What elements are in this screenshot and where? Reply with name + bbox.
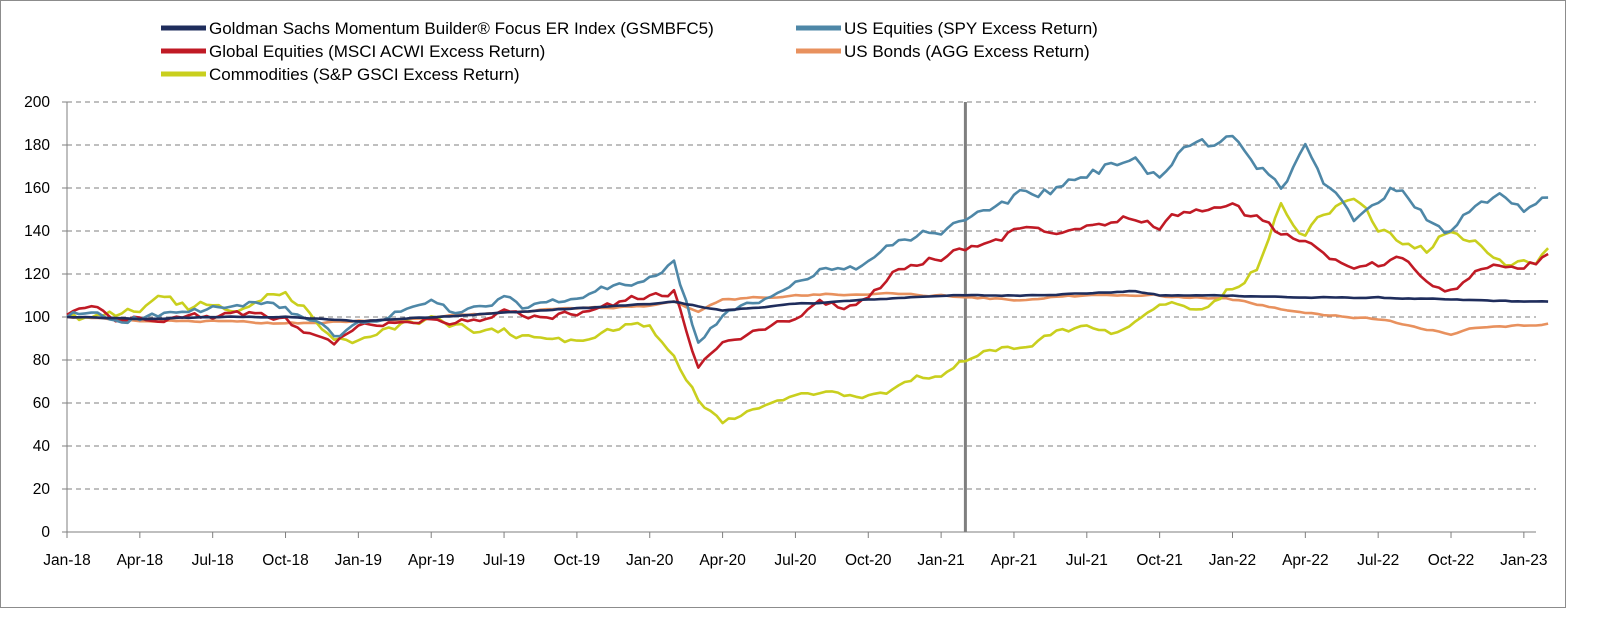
y-tick-label: 120 [24, 266, 50, 283]
legend-label-2: Global Equities (MSCI ACWI Excess Return… [209, 42, 545, 61]
x-tick-label: Jul-19 [483, 552, 525, 569]
x-tick-label: Oct-22 [1428, 552, 1475, 569]
x-tick-label: Apr-21 [991, 552, 1038, 569]
y-tick-label: 80 [33, 352, 51, 369]
legend-label-3: US Bonds (AGG Excess Return) [844, 42, 1090, 61]
series-line-3 [66, 291, 1549, 337]
y-tick-label: 0 [41, 524, 50, 541]
y-tick-label: 140 [24, 223, 50, 240]
legend-label-1: US Equities (SPY Excess Return) [844, 19, 1098, 38]
x-tick-label: Oct-20 [845, 552, 892, 569]
y-tick-label: 160 [24, 180, 50, 197]
y-tick-label: 40 [33, 438, 51, 455]
x-tick-label: Jul-22 [1357, 552, 1399, 569]
x-tick-label: Jan-20 [626, 552, 674, 569]
y-axis: 0 20 40 60 80 100 120 140 160 180 200 [24, 94, 68, 541]
x-tick-label: Jan-23 [1500, 552, 1547, 569]
x-tick-label: Oct-21 [1136, 552, 1183, 569]
legend: Goldman Sachs Momentum Builder® Focus ER… [161, 19, 1098, 84]
series-line-0 [66, 289, 1549, 323]
y-tick-label: 100 [24, 309, 50, 326]
x-tick-label: Apr-20 [699, 552, 746, 569]
x-tick-label: Apr-22 [1282, 552, 1329, 569]
x-tick-label: Jan-19 [335, 552, 382, 569]
x-tick-label: Apr-19 [408, 552, 455, 569]
x-tick-label: Apr-18 [117, 552, 164, 569]
x-tick-label: Oct-19 [554, 552, 601, 569]
series-line-2 [66, 202, 1549, 369]
x-tick-label: Jul-21 [1066, 552, 1108, 569]
x-axis: Jan-18 Apr-18 Jul-18 Oct-18 Jan-19 Apr-19 Jul-… [43, 531, 1548, 569]
x-tick-label: Jul-20 [774, 552, 817, 569]
y-tick-label: 60 [33, 395, 51, 412]
y-tick-label: 20 [33, 481, 51, 498]
legend-label-4: Commodities (S&P GSCI Excess Return) [209, 65, 520, 84]
series-lines [66, 134, 1550, 425]
line-chart: Goldman Sachs Momentum Builder® Focus ER… [24, 19, 1550, 569]
y-tick-label: 200 [24, 94, 50, 111]
gridlines [67, 101, 1536, 490]
y-tick-label: 180 [24, 137, 50, 154]
series-line-1 [66, 134, 1549, 344]
legend-label-0: Goldman Sachs Momentum Builder® Focus ER… [209, 19, 714, 38]
x-tick-label: Jul-18 [192, 552, 234, 569]
x-tick-label: Jan-22 [1209, 552, 1256, 569]
x-tick-label: Jan-18 [43, 552, 90, 569]
x-tick-label: Jan-21 [917, 552, 964, 569]
x-tick-label: Oct-18 [262, 552, 309, 569]
chart-frame: Goldman Sachs Momentum Builder® Focus ER… [0, 0, 1566, 608]
